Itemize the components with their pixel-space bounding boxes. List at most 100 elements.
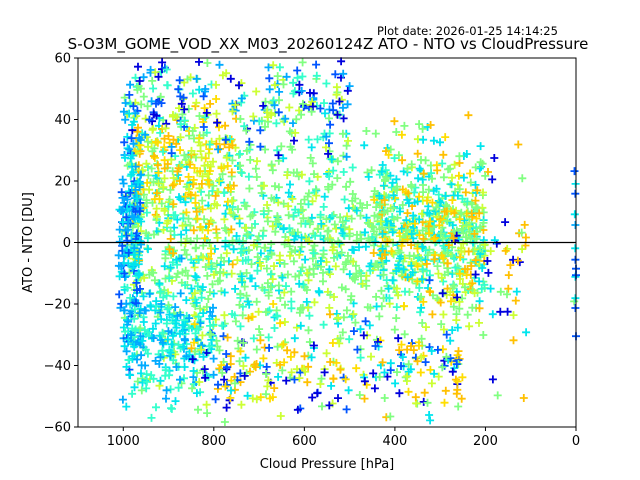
scatter-point [118,193,127,202]
scatter-point [419,234,428,243]
scatter-point [375,225,384,234]
scatter-point [237,244,246,253]
y-tick-label: 0 [63,236,71,251]
scatter-point [488,310,497,319]
scatter-point [256,336,265,345]
scatter-point [360,377,369,386]
scatter-point [195,378,204,386]
scatter-point [475,318,483,327]
scatter-point [365,321,374,330]
scatter-point [313,389,322,398]
scatter-point [280,259,289,268]
scatter-point [165,347,174,356]
scatter-point [209,354,218,363]
scatter-point [188,355,197,364]
scatter-point [158,346,167,355]
scatter-point [133,85,142,94]
scatter-point [376,217,385,226]
scatter-point [400,302,408,310]
scatter-point [378,229,387,238]
scatter-point [503,307,512,316]
scatter-point [167,404,176,413]
scatter-point [244,255,253,264]
scatter-point [123,195,132,204]
scatter-point [190,263,199,272]
scatter-point [309,341,318,350]
scatter-point [301,255,310,264]
scatter-point [295,279,304,288]
scatter-point [213,187,222,196]
scatter-point [217,164,226,173]
scatter-point [222,403,231,412]
scatter-point [239,338,248,347]
scatter-point [348,196,357,205]
scatter-point [356,199,365,208]
scatter-point [394,264,403,273]
scatter-point [220,375,229,384]
scatter-point [425,229,433,238]
scatter-point [281,114,290,123]
scatter-point [156,376,165,385]
scatter-point [415,120,424,129]
scatter-point [242,269,251,277]
scatter-point [437,320,446,329]
scatter-point [362,127,371,135]
scatter-point [162,386,171,395]
scatter-point [407,230,416,238]
scatter-point [428,174,436,183]
scatter-point [165,245,174,254]
scatter-point [134,178,143,187]
scatter-point [242,146,251,155]
scatter-point [470,229,479,238]
scatter-point [369,223,378,232]
scatter-point [240,371,249,380]
scatter-point [387,247,396,256]
scatter-point [275,87,284,96]
scatter-point [115,290,124,299]
scatter-point [265,306,274,315]
scatter-point [287,304,296,313]
scatter-point [192,207,201,216]
scatter-point [177,99,186,108]
scatter-point [135,247,144,256]
scatter-point [438,289,447,298]
scatter-point [129,168,138,177]
scatter-point [321,109,329,118]
scatter-point [340,195,349,204]
scatter-point [205,180,214,189]
scatter-point [352,364,361,373]
scatter-point [359,331,368,340]
scatter-point [177,379,186,388]
scatter-point [180,151,189,160]
scatter-point [259,354,268,363]
scatter-point [266,394,274,403]
scatter-point [448,326,457,335]
scatter-point [332,83,341,92]
scatter-point [184,172,193,181]
scatter-point [186,190,195,199]
scatter-point [419,297,428,306]
scatter-point [351,205,360,214]
scatter-point [518,245,527,254]
scatter-point [380,368,389,377]
scatter-point [454,347,463,356]
scatter-point [384,284,393,293]
scatter-point [426,217,435,226]
scatter-point [424,202,433,211]
scatter-point [287,368,296,377]
scatter-point [222,226,231,235]
scatter-point [344,136,352,145]
scatter-point [322,143,330,152]
scatter-point [282,282,290,291]
scatter-point [378,161,387,169]
scatter-point [152,204,161,213]
scatter-point [146,65,155,74]
scatter-point [357,272,365,280]
scatter-point [266,246,275,255]
scatter-point [123,283,132,292]
scatter-point [270,81,279,90]
scatter-point [284,211,293,220]
scatter-point [270,101,279,110]
scatter-point [458,373,467,382]
scatter-point [361,242,370,251]
